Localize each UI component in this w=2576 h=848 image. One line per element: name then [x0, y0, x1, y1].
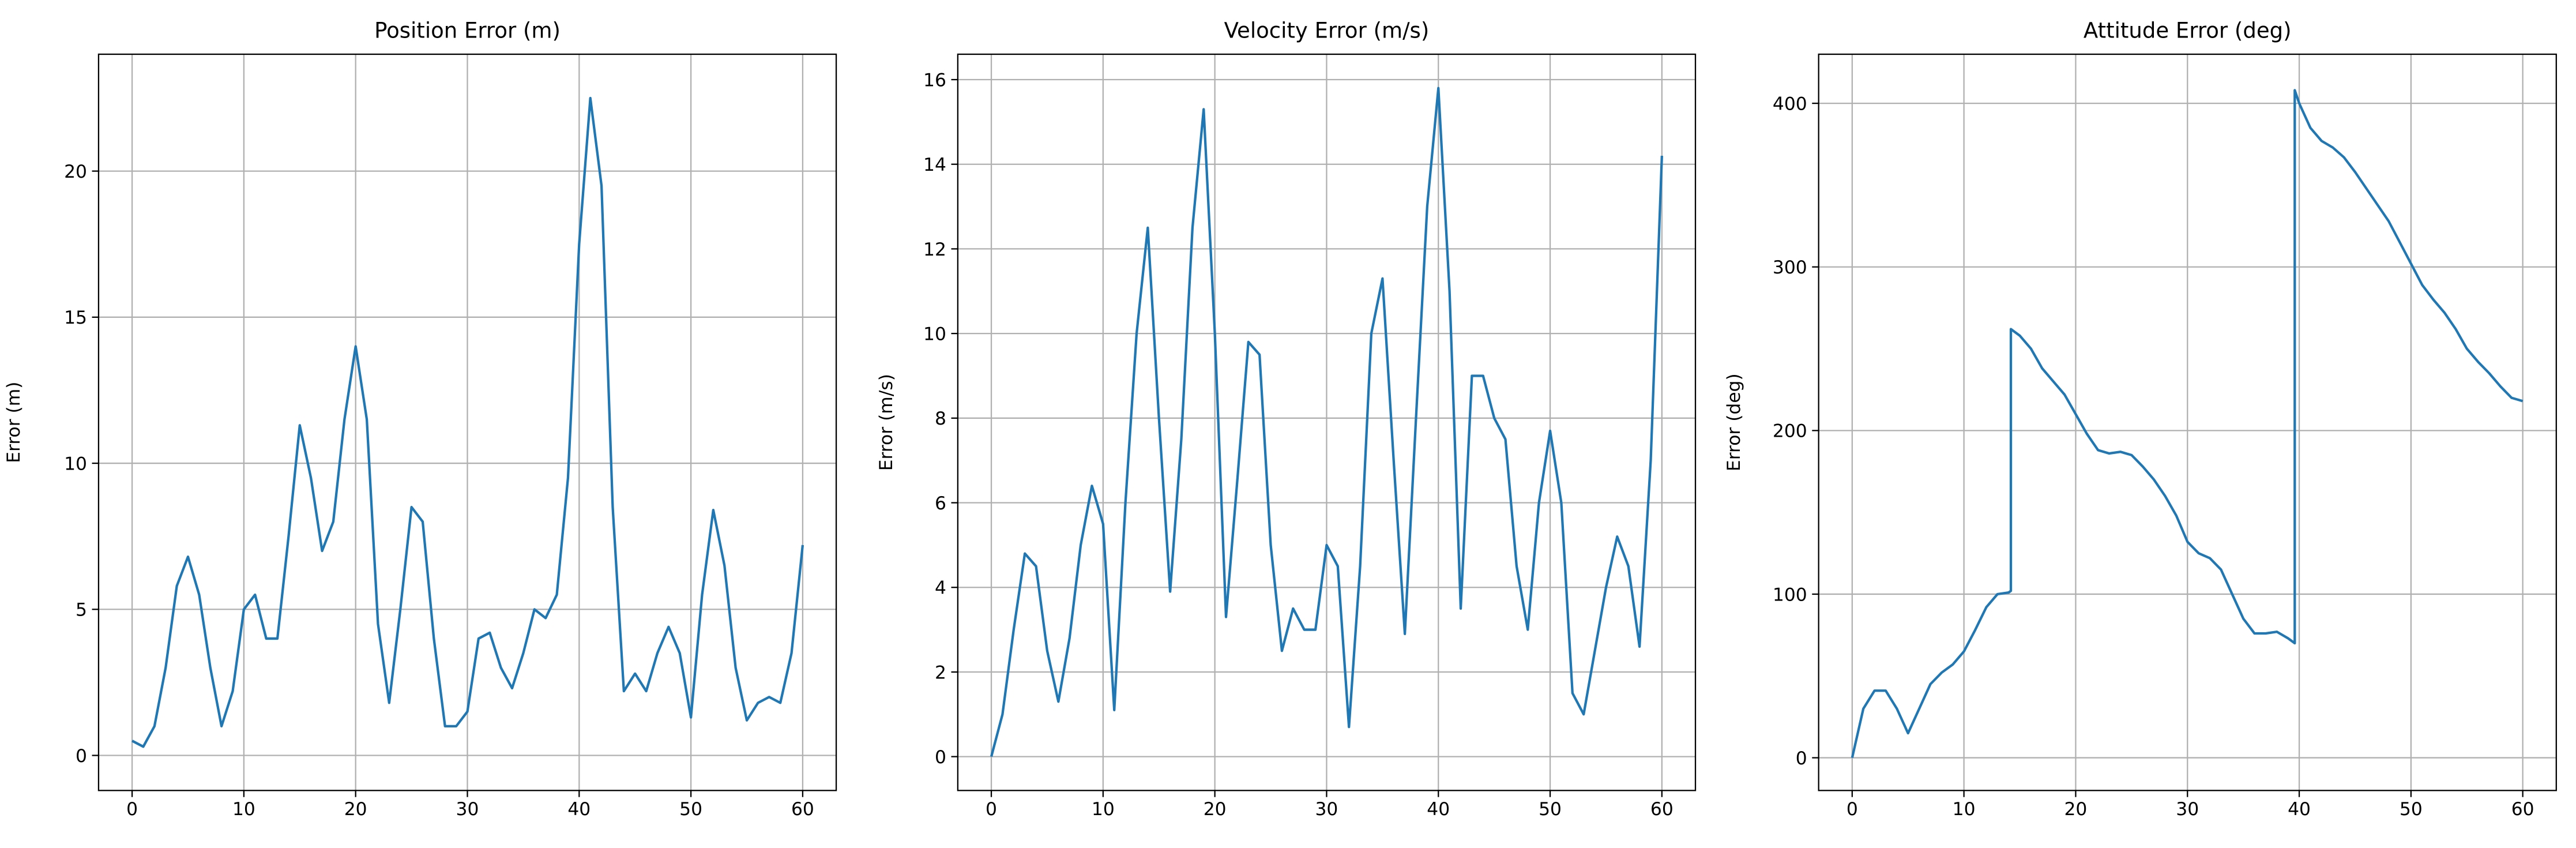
x-tick-label: 60 [2511, 799, 2534, 820]
x-tick-label: 20 [2064, 799, 2087, 820]
y-tick-label: 20 [64, 162, 87, 182]
y-tick-label: 200 [1773, 421, 1807, 442]
x-tick-label: 20 [1204, 799, 1227, 820]
x-tick-label: 40 [1427, 799, 1450, 820]
x-tick-label: 60 [1650, 799, 1674, 820]
y-axis-label: Error (m/s) [876, 374, 897, 471]
x-tick-label: 50 [2400, 799, 2423, 820]
y-tick-label: 10 [64, 453, 87, 474]
x-tick-label: 0 [1847, 799, 1858, 820]
y-tick-label: 6 [935, 493, 946, 514]
x-tick-label: 30 [2176, 799, 2199, 820]
x-tick-label: 40 [567, 799, 591, 820]
y-tick-label: 10 [923, 324, 946, 345]
x-tick-label: 10 [1092, 799, 1115, 820]
y-tick-label: 0 [76, 746, 87, 767]
x-tick-label: 40 [2288, 799, 2311, 820]
y-axis-label: Error (deg) [1724, 373, 1744, 471]
y-axis-label: Error (m) [3, 382, 24, 463]
x-tick-label: 60 [791, 799, 814, 820]
x-tick-label: 10 [232, 799, 255, 820]
y-tick-label: 8 [935, 408, 946, 429]
y-tick-label: 2 [935, 662, 946, 683]
y-tick-label: 14 [923, 155, 946, 175]
y-tick-label: 0 [1796, 748, 1807, 769]
chart-title: Velocity Error (m/s) [1224, 18, 1430, 43]
data-line [1851, 89, 2524, 759]
axes-frame [97, 53, 837, 791]
chart-title: Position Error (m) [374, 18, 561, 43]
x-tick-label: 10 [1953, 799, 1976, 820]
y-tick-label: 15 [64, 307, 87, 328]
y-tick-label: 0 [935, 747, 946, 768]
axes-frame [1818, 53, 2557, 791]
y-tick-label: 300 [1773, 257, 1807, 278]
data-line [131, 96, 804, 748]
x-tick-label: 0 [126, 799, 138, 820]
y-tick-label: 4 [935, 578, 946, 599]
y-tick-label: 400 [1773, 93, 1807, 114]
y-tick-label: 12 [923, 239, 946, 260]
x-tick-label: 50 [679, 799, 702, 820]
x-tick-label: 50 [1539, 799, 1562, 820]
data-line [990, 87, 1664, 757]
x-tick-label: 30 [1315, 799, 1338, 820]
axes-frame [957, 53, 1697, 791]
y-tick-label: 16 [923, 70, 946, 91]
x-tick-label: 0 [986, 799, 997, 820]
x-tick-label: 30 [456, 799, 479, 820]
x-tick-label: 20 [344, 799, 367, 820]
y-tick-label: 5 [76, 600, 87, 621]
y-tick-label: 100 [1773, 584, 1807, 605]
chart-title: Attitude Error (deg) [2084, 18, 2292, 43]
